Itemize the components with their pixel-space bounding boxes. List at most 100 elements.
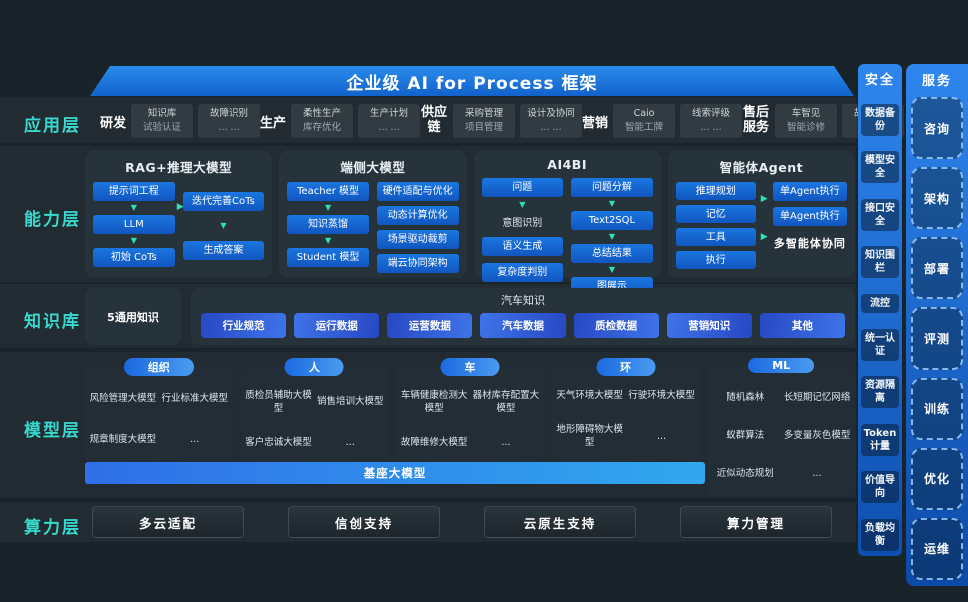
flow-step: 初始 CoTs — [93, 248, 175, 267]
arrow-down-icon: ▼ — [324, 203, 332, 212]
application-layer-row: 研发 知识库 试验认证 故障识别 ... ... 生产 柔性生产 库存优化 生产… — [100, 99, 905, 143]
service-item: 优化 — [911, 447, 963, 510]
capability-layer-row: RAG+推理大模型 提示词工程 ▼ LLM ▼ 初始 CoTs 迭代完善CoTs… — [85, 150, 855, 296]
flow-step: 复杂度判别 — [481, 263, 564, 282]
service-column: 服务 咨询 架构 部署 评测 训练 优化 运维 — [906, 64, 968, 586]
app-card: 故障识别 ... ... — [198, 103, 261, 139]
app-card-line: ... ... — [378, 122, 400, 133]
app-card-line: 智能诊修 — [787, 122, 826, 133]
flow-step: Text2SQL — [571, 211, 653, 230]
arrow-down-icon: ▼ — [220, 221, 227, 230]
arrow-right-icon: ▶ — [760, 232, 768, 242]
flow-step: LLM — [93, 215, 175, 234]
arrow-down-icon: ▼ — [608, 199, 616, 208]
edge-feature-list: 硬件适配与优化 动态计算优化 场景驱动裁剪 端云协同架构 — [376, 182, 459, 273]
agent-executor: 单Agent执行 — [772, 182, 847, 201]
model-group-tag: 人 — [284, 358, 344, 376]
flow-step-plain: 意图识别 — [502, 218, 543, 229]
feature-item: 场景驱动裁剪 — [376, 230, 459, 249]
model-group-box: 风险管理大模型 行业标准大模型 规章制度大模型 ... — [85, 366, 233, 464]
app-card-line: ... ... — [540, 122, 562, 133]
app-card-line: 柔性生产 — [303, 107, 342, 119]
knowledge-pill: 营销知识 — [666, 313, 752, 338]
app-card-line: 线索评级 — [692, 107, 731, 119]
app-card-line: Caio — [633, 107, 655, 119]
app-group-label: 供应链 — [421, 105, 448, 135]
agent-component: 记忆 — [675, 205, 756, 223]
arrow-down-icon: ▼ — [608, 232, 616, 241]
model-item: 车辆健康检测大模型 — [400, 389, 468, 414]
model-group-tag: 环 — [596, 358, 656, 376]
model-item: 多变量灰色模型 — [783, 429, 851, 441]
model-item: ... — [190, 434, 200, 446]
app-card: 采购管理 项目管理 — [453, 103, 516, 139]
service-item: 咨询 — [911, 97, 963, 160]
security-column-title: 安全 — [864, 73, 895, 88]
flow-step: 语义生成 — [481, 237, 564, 256]
agent-note: 多智能体协同 — [773, 237, 846, 250]
app-card-line: 项目管理 — [465, 122, 504, 133]
feature-item: 动态计算优化 — [376, 206, 459, 225]
app-card-line: 设计及协同 — [527, 107, 575, 119]
security-item: 价值导向 — [861, 471, 899, 504]
model-item: 器材库存配置大模型 — [472, 389, 540, 414]
model-item: ... — [656, 430, 666, 442]
app-group-label: 研发 — [100, 115, 127, 131]
security-item: 统一认证 — [861, 328, 899, 361]
model-item: 长短期记忆网络 — [783, 391, 851, 403]
layer-label-capability: 能力层 — [24, 210, 81, 230]
service-item: 架构 — [911, 167, 963, 230]
model-group-tag: 车 — [440, 358, 500, 376]
app-card: 车智见 智能诊修 — [775, 103, 838, 139]
layer-label-model: 模型层 — [24, 421, 81, 441]
model-group-environment: 环 天气环境大模型 行驶环境大模型 地形障碍物大模型 ... — [551, 358, 700, 496]
model-group-box: 天气环境大模型 行驶环境大模型 地形障碍物大模型 ... — [551, 366, 700, 464]
flow-step: 知识蒸馏 — [287, 215, 369, 234]
service-item: 运维 — [911, 517, 963, 580]
app-card-line: 车智见 — [791, 107, 821, 119]
security-item: 数据备份 — [861, 103, 899, 136]
edge-distill-flow: Teacher 模型 ▼ 知识蒸馏 ▼ Student 模型 — [287, 182, 369, 273]
model-group-people: 人 质检员辅助大模型 销售培训大模型 客户忠诚大模型 ... — [240, 358, 389, 496]
agent-executor-list: 单Agent执行 单Agent执行 多智能体协同 — [772, 182, 847, 251]
agent-connectors: ▶ ▶ — [761, 182, 768, 242]
model-item: 质检员辅助大模型 — [245, 389, 312, 414]
general-knowledge-box: 5通用知识 — [85, 288, 181, 345]
app-card-line: 故障识别 — [210, 107, 249, 119]
rag-left-flow: 提示词工程 ▼ LLM ▼ 初始 CoTs — [93, 182, 175, 267]
flow-step: 提示词工程 — [93, 182, 175, 201]
knowledge-pill: 行业规范 — [201, 313, 287, 338]
framework-title: 企业级 AI for Process 框架 — [346, 73, 598, 94]
app-group-label: 生产 — [260, 115, 287, 131]
auto-knowledge-box: 汽车知识 行业规范 运行数据 运营数据 汽车数据 质检数据 营销知识 其他 — [191, 288, 855, 345]
security-item: 负载均衡 — [861, 518, 899, 551]
arrow-down-icon: ▼ — [324, 236, 332, 245]
model-item: 天气环境大模型 — [556, 389, 623, 401]
model-item: ... — [501, 437, 511, 449]
compute-layer-row: 多云适配 信创支持 云原生支持 算力管理 — [92, 506, 832, 538]
flow-step: 问题 — [481, 178, 564, 197]
security-item: 模型安全 — [861, 151, 899, 184]
agent-component: 推理规划 — [675, 182, 756, 200]
arrow-right-icon: ▶ — [760, 194, 768, 204]
ai4bi-right-flow: 问题分解 ▼ Text2SQL ▼ 总结结果 ▼ 图展示 — [571, 178, 653, 296]
model-item: ... — [812, 467, 822, 479]
app-card: 生产计划 ... ... — [358, 103, 421, 139]
model-item: 规章制度大模型 — [89, 434, 157, 446]
app-group-supply-chain: 供应链 采购管理 项目管理 设计及协同 ... ... — [420, 103, 583, 139]
app-card-line: 生产计划 — [370, 107, 409, 119]
app-card-line: ... ... — [700, 122, 722, 133]
model-group-tag: ML — [748, 358, 815, 373]
model-item: 客户忠诚大模型 — [245, 437, 312, 449]
model-group-box: 随机森林 长短期记忆网络 蚁群算法 多变量灰色模型 近似动态规划 ... — [707, 366, 855, 496]
model-item: 故障维修大模型 — [400, 437, 468, 449]
model-group-ml: ML 随机森林 长短期记忆网络 蚁群算法 多变量灰色模型 近似动态规划 ... — [707, 358, 855, 496]
security-column: 安全 数据备份 模型安全 接口安全 知识围栏 流控 统一认证 资源隔离 Toke… — [858, 64, 902, 556]
knowledge-pill: 汽车数据 — [480, 313, 566, 338]
layer-label-knowledge: 知识库 — [24, 312, 81, 332]
service-column-title: 服务 — [921, 74, 952, 89]
app-group-marketing: 营销 Caio 智能工牌 线索评级 ... ... — [582, 103, 743, 139]
app-group-label: 营销 — [582, 115, 609, 131]
knowledge-pill: 质检数据 — [573, 313, 659, 338]
